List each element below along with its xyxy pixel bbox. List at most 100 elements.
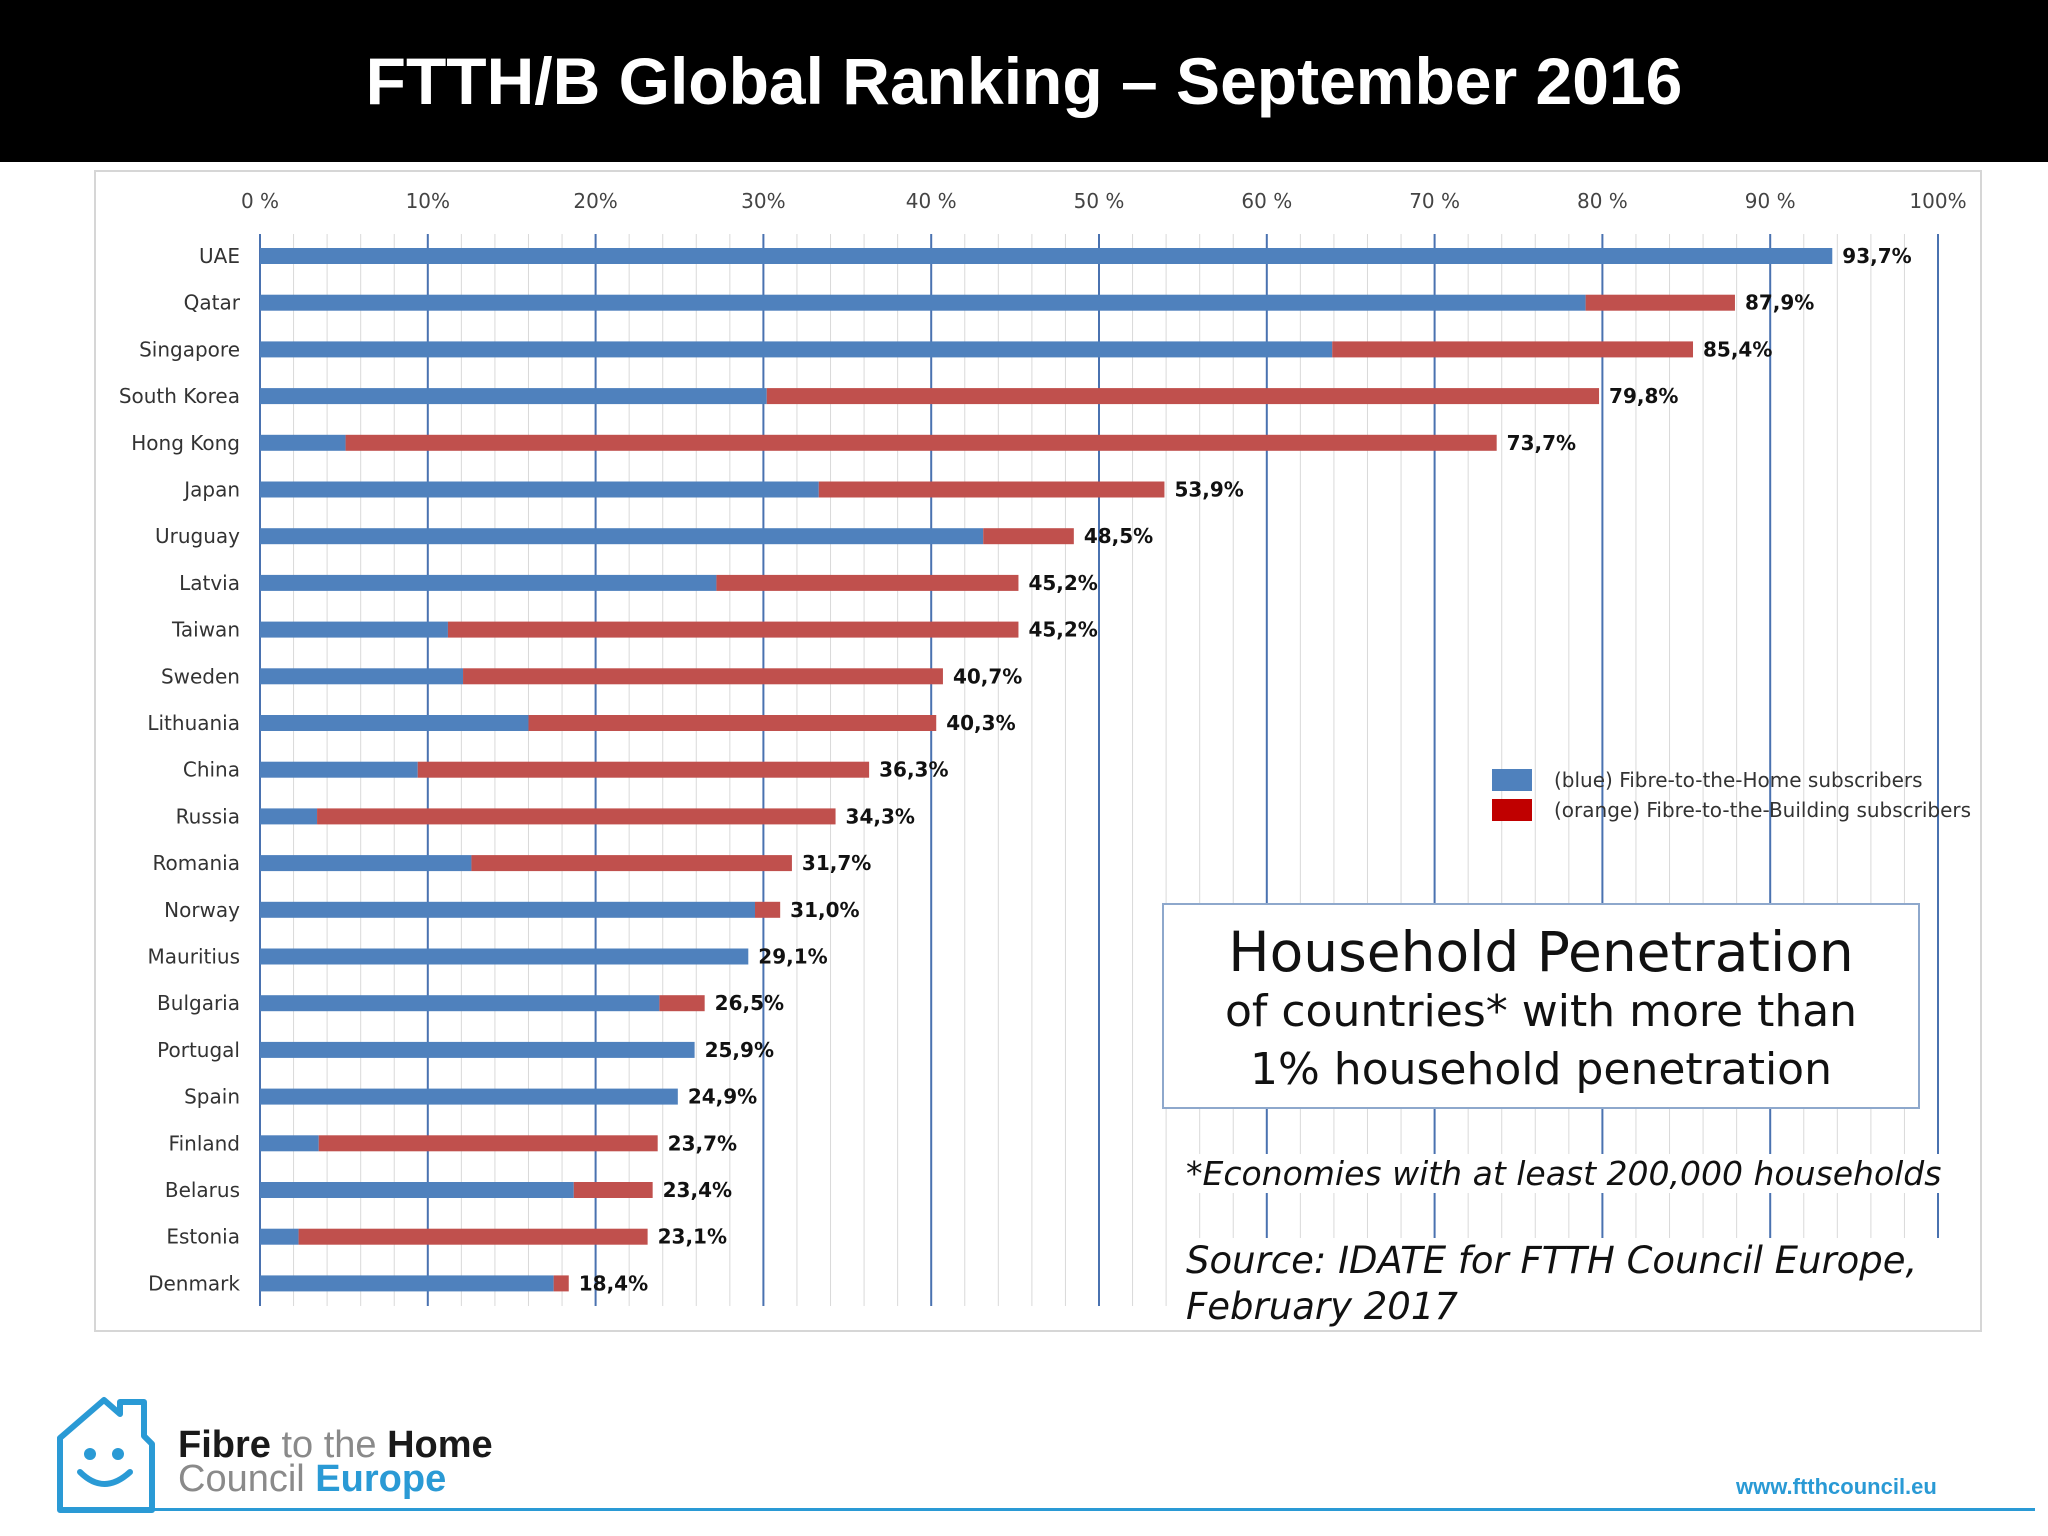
- bar-fttb: [298, 1228, 648, 1245]
- bar-fttb: [1332, 341, 1694, 358]
- bar-ftth: [260, 948, 749, 965]
- logo-word-tothe: to the: [270, 1424, 388, 1466]
- x-tick-label: 90 %: [1745, 189, 1796, 213]
- bar-fttb: [447, 621, 1019, 638]
- x-tick-label: 20%: [573, 189, 617, 213]
- category-label: Taiwan: [171, 618, 240, 642]
- value-label: 48,5%: [1084, 524, 1153, 548]
- value-label: 29,1%: [758, 945, 827, 969]
- x-tick-label: 0 %: [241, 189, 279, 213]
- category-label: Belarus: [165, 1178, 240, 1202]
- value-label: 85,4%: [1703, 337, 1772, 361]
- legend-swatch-fttb: [1492, 799, 1532, 821]
- bar-fttb: [818, 481, 1165, 498]
- bar-ftth: [260, 1135, 319, 1152]
- source-note: Source: IDATE for FTTH Council Europe, F…: [1182, 1238, 1970, 1330]
- bar-ftth: [260, 761, 418, 778]
- bar-fttb: [345, 434, 1497, 451]
- category-label: Qatar: [184, 291, 241, 315]
- x-tick-label: 60 %: [1241, 189, 1292, 213]
- value-label: 93,7%: [1842, 244, 1911, 268]
- x-tick-label: 70 %: [1409, 189, 1460, 213]
- logo-line2: Council Europe: [178, 1458, 446, 1501]
- category-label: Hong Kong: [131, 431, 240, 455]
- value-label: 45,2%: [1028, 571, 1097, 595]
- logo-line1: Fibre to the Home: [178, 1424, 493, 1467]
- bar-ftth: [260, 621, 448, 638]
- value-label: 23,4%: [663, 1178, 732, 1202]
- info-box-line2: 1% household penetration: [1250, 1044, 1832, 1095]
- value-label: 45,2%: [1028, 618, 1097, 642]
- bar-ftth: [260, 341, 1333, 358]
- value-label: 31,7%: [802, 851, 871, 875]
- info-box: Household Penetration of countries* with…: [1162, 903, 1920, 1109]
- value-label: 34,3%: [846, 804, 915, 828]
- chart-frame: 0 % 10% 20% 30% 40 % 50 % 60 % 70 % 80 % 90 % 100%…: [94, 170, 1982, 1332]
- x-tick-label: 40 %: [906, 189, 957, 213]
- category-label: Japan: [182, 478, 240, 502]
- category-label: Latvia: [179, 571, 240, 595]
- ftth-council-logo: Fibre to the Home Council Europe: [54, 1392, 554, 1516]
- category-label: Norway: [164, 898, 240, 922]
- bar-ftth: [260, 715, 529, 731]
- bar-ftth: [260, 1041, 695, 1058]
- logo-word-europe: Europe: [315, 1458, 447, 1500]
- bar-ftth: [260, 434, 346, 451]
- category-label: Sweden: [161, 664, 240, 688]
- bar-ftth: [260, 855, 472, 872]
- value-label: 25,9%: [705, 1038, 774, 1062]
- bar-ftth: [260, 1088, 678, 1105]
- value-label: 23,1%: [658, 1225, 727, 1249]
- value-label: 87,9%: [1745, 291, 1814, 315]
- bar-ftth: [260, 388, 767, 405]
- bar-ftth: [260, 1275, 554, 1292]
- x-tick-label: 80 %: [1577, 189, 1628, 213]
- value-label: 53,9%: [1174, 478, 1243, 502]
- bar-ftth: [260, 995, 660, 1012]
- category-label: Uruguay: [155, 524, 240, 548]
- x-tick-label: 10%: [406, 189, 450, 213]
- bar-fttb: [755, 901, 781, 918]
- label-layer: UAE 93,7% Qatar 87,9% Singapore 85,4% South Ko…: [119, 244, 1912, 1295]
- bar-fttb: [528, 715, 937, 731]
- logo-word-home: Home: [387, 1424, 493, 1466]
- category-label: Bulgaria: [157, 991, 240, 1015]
- category-label: Spain: [184, 1085, 240, 1109]
- bar-fttb: [553, 1275, 569, 1292]
- value-label: 26,5%: [715, 991, 784, 1015]
- info-box-line1: of countries* with more than: [1224, 986, 1858, 1037]
- chart-svg: 0 % 10% 20% 30% 40 % 50 % 60 % 70 % 80 % 90 % 100%…: [119, 189, 1967, 1306]
- category-label: China: [183, 758, 240, 782]
- category-label: Lithuania: [147, 711, 240, 735]
- category-label: Romania: [153, 851, 240, 875]
- bar-ftth: [260, 528, 984, 545]
- bar-ftth: [260, 481, 819, 498]
- bar-fttb: [573, 1182, 653, 1198]
- slide-title: FTTH/B Global Ranking – September 2016: [365, 44, 1683, 118]
- bar-fttb: [417, 761, 870, 778]
- tick-layer: 0 % 10% 20% 30% 40 % 50 % 60 % 70 % 80 % 90 % 100%: [241, 189, 1967, 213]
- value-label: 24,9%: [688, 1085, 757, 1109]
- bar-ftth: [260, 808, 318, 825]
- bar-fttb: [716, 574, 1019, 591]
- x-tick-label: 30%: [741, 189, 785, 213]
- website-link[interactable]: www.ftthcouncil.eu: [1736, 1474, 1937, 1499]
- legend-item-ftth: (blue) Fibre-to-the-Home subscribers: [1492, 765, 1971, 795]
- footer-divider: [60, 1508, 2035, 1511]
- bar-ftth: [260, 574, 717, 591]
- value-label: 36,3%: [879, 758, 948, 782]
- bar-fttb: [659, 995, 705, 1012]
- bar-ftth: [260, 248, 1833, 264]
- logo-word-fibre: Fibre: [178, 1424, 271, 1466]
- footnote: *Economies with at least 200,000 househo…: [1182, 1154, 1946, 1193]
- legend-label-fttb: (orange) Fibre-to-the-Building subscribe…: [1554, 798, 1972, 822]
- house-smiley-icon: [57, 1397, 155, 1513]
- value-label: 18,4%: [579, 1271, 648, 1295]
- logo-word-council: Council: [178, 1458, 316, 1500]
- bar-ftth: [260, 668, 464, 685]
- value-label: 40,7%: [953, 664, 1022, 688]
- category-label: Finland: [169, 1131, 240, 1155]
- bar-fttb: [983, 528, 1074, 545]
- bar-fttb: [1585, 294, 1735, 311]
- category-label: South Korea: [119, 384, 240, 408]
